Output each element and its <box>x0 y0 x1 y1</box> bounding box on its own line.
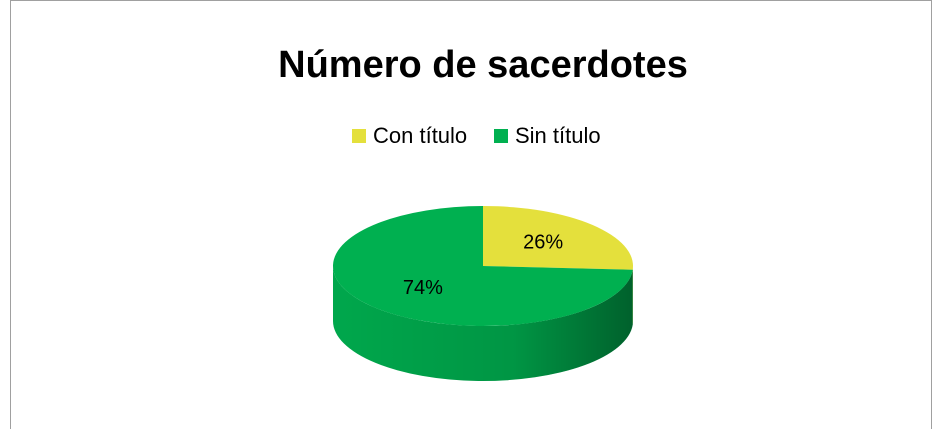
slice-side-shade <box>333 266 633 381</box>
legend-label: Sin título <box>515 123 601 148</box>
legend: Con título Sin título <box>352 123 601 148</box>
slice <box>483 206 633 270</box>
slice <box>333 206 633 326</box>
legend-swatch <box>352 129 366 143</box>
chart-title: Número de sacerdotes <box>278 44 688 86</box>
pie: 26% 74% <box>333 206 633 381</box>
legend-swatch <box>494 129 508 143</box>
legend-label: Con título <box>373 123 467 148</box>
data-label: 74% <box>403 277 443 299</box>
data-label: 26% <box>523 232 563 254</box>
